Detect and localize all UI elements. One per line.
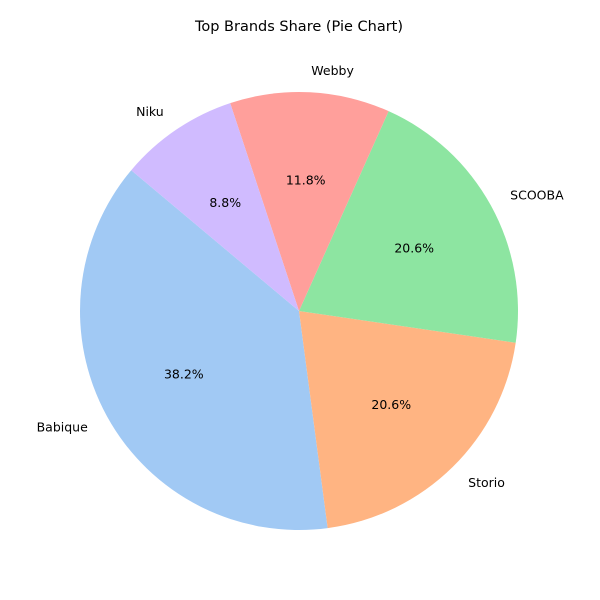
pie-slice-webby bbox=[230, 92, 389, 311]
slice-percent-storio: 20.6% bbox=[371, 397, 411, 412]
pie-slice-babique bbox=[79, 170, 328, 531]
pie-labels: Babique 38.2% Storio 20.6% SCOOBA 20.6% Webby 1… bbox=[37, 63, 564, 490]
slice-label-niku: Niku bbox=[136, 104, 164, 119]
pie-slice-scooba bbox=[299, 111, 518, 343]
chart-title: Top Brands Share (Pie Chart) bbox=[194, 19, 403, 35]
slice-percent-babique: 38.2% bbox=[164, 367, 204, 382]
slice-percent-webby: 11.8% bbox=[286, 172, 326, 187]
slice-percent-niku: 8.8% bbox=[209, 195, 241, 210]
pie-slice-niku bbox=[131, 103, 299, 311]
slice-label-webby: Webby bbox=[311, 63, 354, 78]
pie-slice-storio bbox=[299, 311, 516, 529]
slice-percent-scooba: 20.6% bbox=[394, 240, 434, 255]
slice-label-storio: Storio bbox=[468, 475, 505, 490]
slice-label-babique: Babique bbox=[37, 419, 88, 434]
pie-slices bbox=[79, 92, 518, 531]
slice-label-scooba: SCOOBA bbox=[510, 188, 564, 203]
